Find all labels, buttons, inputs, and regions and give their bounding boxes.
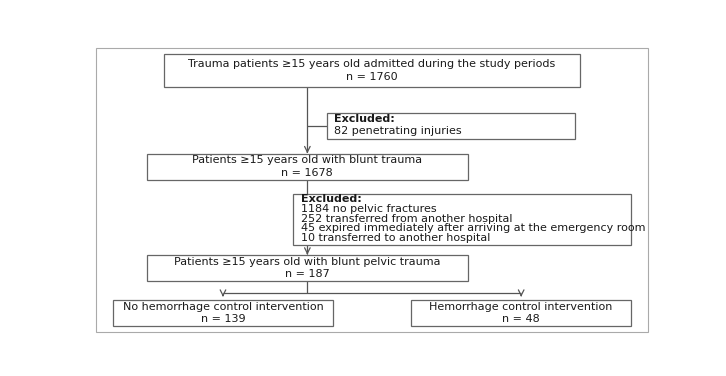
FancyBboxPatch shape <box>113 300 333 326</box>
Text: No hemorrhage control intervention: No hemorrhage control intervention <box>123 302 323 312</box>
FancyBboxPatch shape <box>412 300 631 326</box>
Text: n = 48: n = 48 <box>502 314 540 324</box>
Text: 45 expired immediately after arriving at the emergency room: 45 expired immediately after arriving at… <box>301 223 645 233</box>
Text: Patients ≥15 years old with blunt pelvic trauma: Patients ≥15 years old with blunt pelvic… <box>174 257 441 267</box>
FancyBboxPatch shape <box>164 54 580 87</box>
Text: 252 transferred from another hospital: 252 transferred from another hospital <box>301 214 512 224</box>
Text: Hemorrhage control intervention: Hemorrhage control intervention <box>430 302 613 312</box>
FancyBboxPatch shape <box>293 194 631 245</box>
Text: n = 187: n = 187 <box>285 270 330 279</box>
Text: 10 transferred to another hospital: 10 transferred to another hospital <box>301 233 490 243</box>
Text: Trauma patients ≥15 years old admitted during the study periods: Trauma patients ≥15 years old admitted d… <box>189 59 555 69</box>
Text: n = 139: n = 139 <box>200 314 245 324</box>
Text: Patients ≥15 years old with blunt trauma: Patients ≥15 years old with blunt trauma <box>192 155 423 165</box>
FancyBboxPatch shape <box>147 255 468 281</box>
Text: 1184 no pelvic fractures: 1184 no pelvic fractures <box>301 204 436 214</box>
Text: n = 1760: n = 1760 <box>346 72 398 82</box>
FancyBboxPatch shape <box>327 113 574 139</box>
Text: Excluded:: Excluded: <box>335 114 395 124</box>
Text: 82 penetrating injuries: 82 penetrating injuries <box>335 126 462 136</box>
Text: Excluded:: Excluded: <box>301 194 362 205</box>
Text: n = 1678: n = 1678 <box>282 168 333 178</box>
FancyBboxPatch shape <box>147 154 468 180</box>
